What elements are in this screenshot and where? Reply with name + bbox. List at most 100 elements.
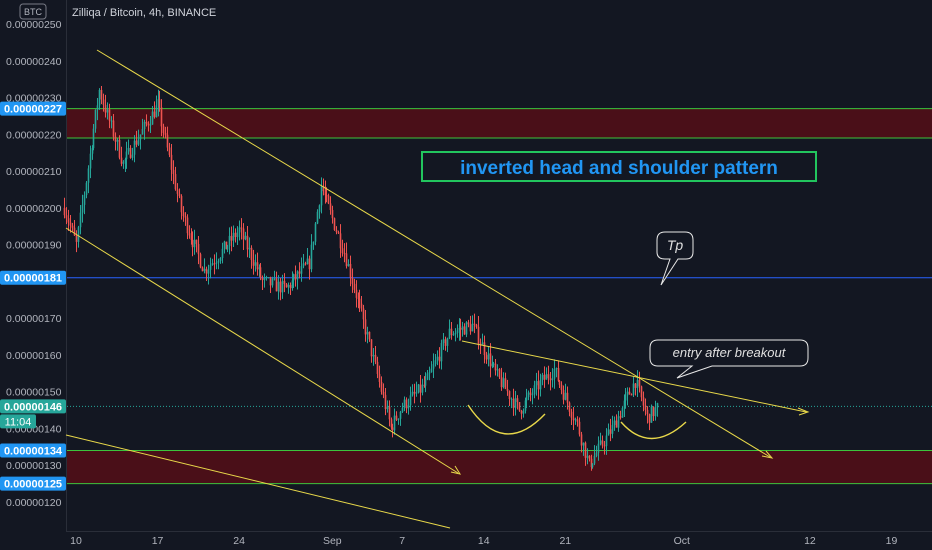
candle-body	[302, 263, 305, 267]
candle-body	[514, 398, 517, 408]
candle-body	[298, 271, 301, 274]
candle-body	[393, 415, 396, 431]
candle-body	[399, 411, 402, 419]
candle-body	[199, 254, 202, 268]
candle-body	[353, 283, 356, 290]
candle-body	[576, 419, 579, 422]
candle-body	[595, 452, 598, 456]
entry-callout-text: entry after breakout	[673, 345, 787, 360]
candle-body	[506, 388, 509, 392]
candle-body	[444, 339, 447, 346]
currency-badge[interactable]	[19, 3, 47, 20]
upper-supply-zone	[67, 108, 932, 138]
candle-body	[190, 235, 193, 240]
candle-body	[108, 109, 111, 121]
candle-body	[193, 239, 196, 248]
candle-body	[599, 440, 602, 444]
candle-body	[215, 262, 218, 264]
candle-body	[646, 409, 649, 415]
lower-demand-zone	[67, 450, 932, 484]
candle-body	[333, 218, 336, 230]
candle-body	[67, 218, 70, 223]
candle-body	[409, 395, 412, 406]
candle-body	[69, 222, 72, 226]
candle-body	[143, 121, 146, 130]
candle-body	[357, 297, 360, 299]
candle-body	[349, 263, 352, 278]
candle-body	[281, 280, 284, 293]
candle-body	[520, 410, 523, 414]
candle-body	[584, 442, 587, 458]
candle-body	[221, 248, 224, 259]
price-axis-tick-label: 0.00000230	[6, 93, 62, 105]
candle-body	[516, 398, 519, 402]
candle-body	[112, 120, 115, 137]
tp-callout-text: Tp	[667, 237, 684, 253]
candle-body	[636, 379, 639, 388]
pattern-label-box[interactable]	[421, 151, 817, 182]
candle-body	[139, 134, 142, 140]
candle-body	[574, 419, 577, 421]
symbol-title: Zilliqa / Bitcoin, 4h, BINANCE	[72, 7, 216, 19]
price-tag-last-text: 0.00000146	[4, 401, 62, 413]
candle-body	[217, 260, 220, 263]
candle-body	[252, 259, 255, 266]
candle-body	[465, 322, 468, 335]
candle-body	[500, 377, 503, 388]
candle-body	[428, 372, 431, 374]
candle-body	[273, 278, 276, 280]
candle-body	[267, 277, 270, 279]
countdown-text: 11:04	[5, 416, 32, 428]
candle-body	[324, 191, 327, 196]
candle-body	[263, 277, 266, 281]
candle-body	[248, 247, 251, 250]
candle-body	[456, 330, 459, 333]
channel-lower-arrow-head	[450, 465, 462, 475]
candle-body	[259, 267, 262, 279]
candle-body	[491, 363, 494, 367]
candle-body	[551, 378, 554, 381]
price-axis-tick-label: 0.00000170	[6, 313, 62, 325]
candle-body	[226, 245, 229, 250]
candle-body	[124, 159, 127, 162]
candle-body	[477, 326, 480, 345]
candle-body	[172, 169, 175, 175]
candle-body	[191, 239, 194, 248]
price-tag-zone-low-top: 0.00000134	[0, 443, 66, 458]
candle-body	[619, 416, 622, 418]
candle-body	[570, 411, 573, 418]
candle-body	[654, 407, 657, 417]
candle-body	[588, 455, 591, 459]
price-axis-tick-label: 0.00000220	[6, 129, 62, 141]
time-axis[interactable]: 10 17 24 Sep 7 14 21 Oct 12 19	[70, 535, 897, 547]
time-axis-tick-label: 14	[478, 535, 490, 547]
candle-body	[545, 374, 548, 380]
candle-body	[213, 263, 216, 265]
tp-callout-bubble[interactable]	[656, 231, 694, 286]
candle-body	[494, 363, 497, 371]
price-axis-tick-label: 0.00000200	[6, 203, 62, 215]
candle-body	[564, 392, 567, 400]
candle-body	[327, 195, 330, 204]
candle-body	[261, 278, 264, 281]
candle-body	[325, 195, 328, 197]
candle-body	[277, 281, 280, 292]
candle-body	[133, 140, 136, 155]
candle-body	[339, 233, 342, 249]
candle-body	[364, 319, 367, 335]
candle-body	[337, 232, 340, 234]
candle-body	[452, 334, 455, 336]
price-axis[interactable]: 0.00000250 0.00000240 0.00000230 0.00000220…	[6, 19, 62, 509]
candle-body	[291, 280, 294, 289]
candle-body	[236, 232, 239, 238]
candle-body	[151, 111, 154, 125]
candle-body	[397, 418, 400, 420]
candle-body	[306, 258, 309, 265]
candle-body	[492, 363, 495, 365]
entry-callout-bubble[interactable]	[649, 339, 809, 379]
candle-body	[580, 434, 583, 446]
candle-body	[170, 154, 173, 170]
candle-body	[157, 99, 160, 106]
neckline	[461, 340, 807, 413]
